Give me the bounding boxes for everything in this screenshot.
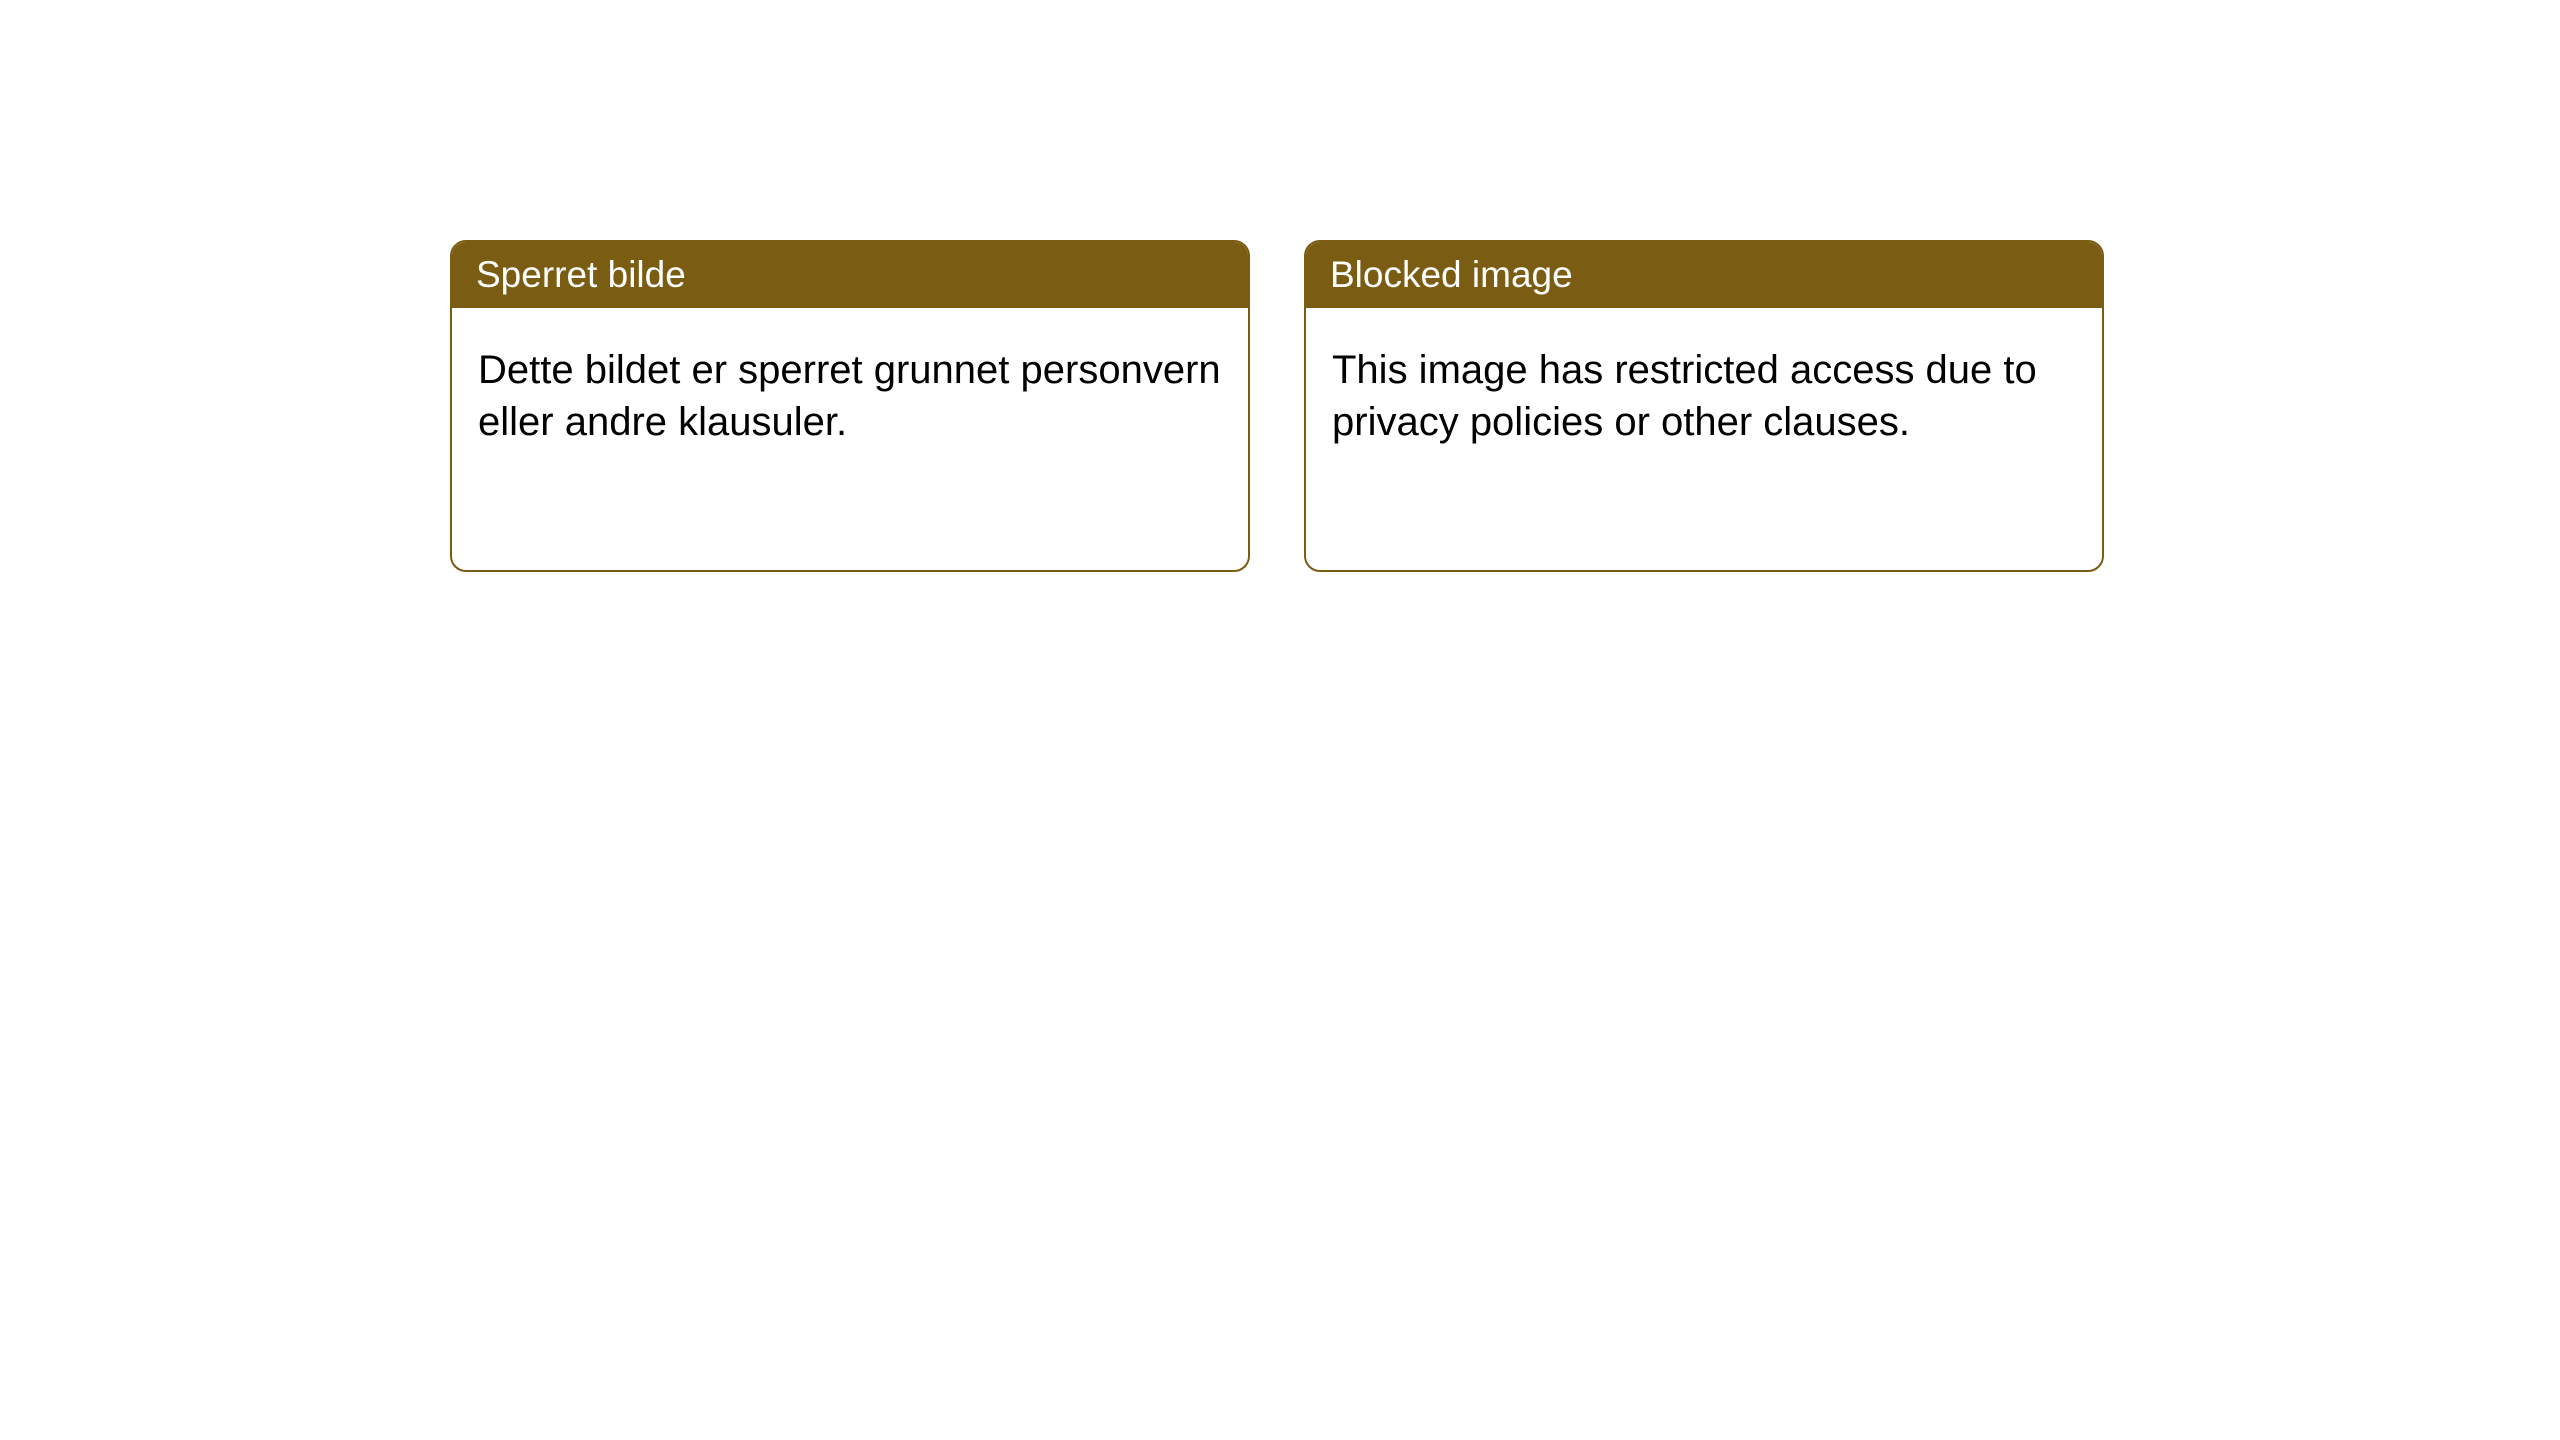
card-body-norwegian: Dette bildet er sperret grunnet personve… xyxy=(452,308,1248,484)
card-title-norwegian: Sperret bilde xyxy=(476,254,686,295)
card-title-english: Blocked image xyxy=(1330,254,1573,295)
card-body-english: This image has restricted access due to … xyxy=(1306,308,2102,484)
card-header-english: Blocked image xyxy=(1306,242,2102,308)
notice-card-norwegian: Sperret bilde Dette bildet er sperret gr… xyxy=(450,240,1250,572)
notice-container: Sperret bilde Dette bildet er sperret gr… xyxy=(450,240,2104,572)
card-header-norwegian: Sperret bilde xyxy=(452,242,1248,308)
notice-card-english: Blocked image This image has restricted … xyxy=(1304,240,2104,572)
card-body-text-norwegian: Dette bildet er sperret grunnet personve… xyxy=(478,348,1221,444)
card-body-text-english: This image has restricted access due to … xyxy=(1332,348,2037,444)
